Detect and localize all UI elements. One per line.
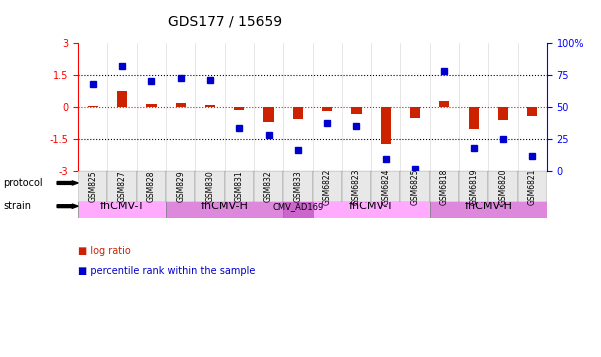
Bar [380,107,391,144]
FancyBboxPatch shape [137,171,166,202]
FancyBboxPatch shape [166,195,283,218]
Text: fhCMV-H: fhCMV-H [201,201,249,211]
Text: GSM6818: GSM6818 [440,169,449,205]
FancyBboxPatch shape [313,171,547,195]
Text: strain: strain [3,201,31,211]
Text: GSM831: GSM831 [235,171,244,202]
FancyBboxPatch shape [313,195,430,218]
Bar [263,107,273,122]
Bar [293,107,303,119]
Text: GSM828: GSM828 [147,171,156,202]
Bar [410,107,420,118]
Bar [527,107,537,116]
Text: fhCMV-H: fhCMV-H [465,201,512,211]
Text: GSM6824: GSM6824 [381,168,390,205]
FancyBboxPatch shape [283,171,313,202]
Text: UV-inactivated: UV-inactivated [389,178,471,188]
Bar [322,107,332,111]
FancyBboxPatch shape [400,171,430,202]
FancyBboxPatch shape [254,171,283,202]
FancyBboxPatch shape [78,171,108,202]
Text: GSM829: GSM829 [176,171,185,202]
Text: ■ percentile rank within the sample: ■ percentile rank within the sample [78,266,255,276]
FancyBboxPatch shape [430,195,547,218]
Text: fhCMV-T: fhCMV-T [99,201,145,211]
FancyBboxPatch shape [459,171,488,202]
Text: GSM825: GSM825 [88,171,97,202]
Text: GSM6820: GSM6820 [498,168,507,205]
FancyBboxPatch shape [517,171,547,202]
Text: GSM6823: GSM6823 [352,168,361,205]
FancyBboxPatch shape [283,195,313,218]
FancyBboxPatch shape [488,171,517,202]
Text: GSM827: GSM827 [118,171,127,202]
FancyBboxPatch shape [195,171,225,202]
Text: ■ log ratio: ■ log ratio [78,246,131,256]
FancyBboxPatch shape [342,171,371,202]
Bar [175,103,186,107]
Text: fhCMV-T: fhCMV-T [349,201,394,211]
FancyBboxPatch shape [78,195,166,218]
Text: CMV_AD169: CMV_AD169 [272,202,323,211]
Bar [234,107,245,110]
Text: GDS177 / 15659: GDS177 / 15659 [168,15,282,29]
Text: GSM830: GSM830 [206,171,215,202]
Text: GSM6825: GSM6825 [410,168,419,205]
FancyBboxPatch shape [166,171,195,202]
Bar [205,105,215,107]
FancyBboxPatch shape [313,171,342,202]
Bar [469,107,479,129]
Bar [352,107,362,114]
Bar [117,91,127,107]
Text: GSM833: GSM833 [293,171,302,202]
Text: GSM6822: GSM6822 [323,169,332,205]
FancyBboxPatch shape [371,171,400,202]
FancyBboxPatch shape [430,171,459,202]
FancyBboxPatch shape [108,171,137,202]
FancyBboxPatch shape [78,171,313,195]
Text: GSM832: GSM832 [264,171,273,202]
Text: GSM6819: GSM6819 [469,168,478,205]
Bar [439,101,450,107]
Bar [88,106,98,107]
Text: active: active [178,178,212,188]
FancyBboxPatch shape [225,171,254,202]
Text: protocol: protocol [3,178,43,188]
Text: GSM6821: GSM6821 [528,169,537,205]
Bar [498,107,508,120]
Bar [146,104,156,107]
